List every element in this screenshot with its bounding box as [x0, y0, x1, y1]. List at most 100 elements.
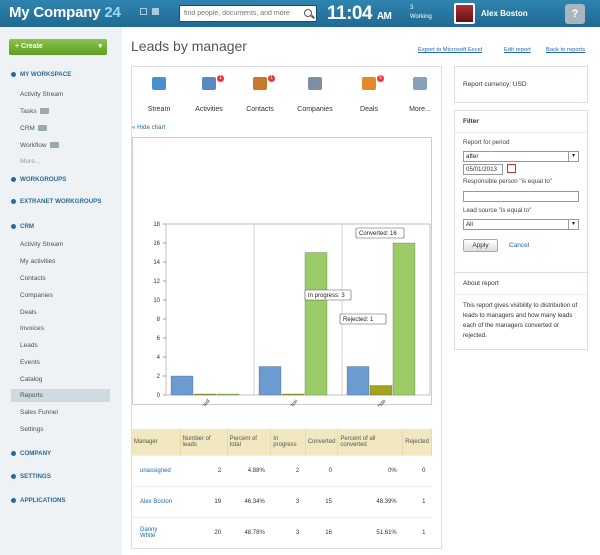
section-applications[interactable]: APPLICATIONS	[11, 497, 66, 504]
sidebar-item-deals[interactable]: Deals	[20, 309, 37, 316]
company-logo[interactable]: My Company 24	[9, 4, 121, 21]
counter-badge	[49, 142, 59, 149]
source-label: Lead source "is equal to"	[463, 207, 532, 214]
top-bar: My Company 24 11:04 AM 3 Working Alex Bos…	[0, 0, 600, 27]
tab-companies[interactable]: Companies	[291, 77, 339, 115]
manager-link[interactable]: Danny White	[132, 516, 181, 548]
cancel-link[interactable]: Cancel	[509, 242, 530, 249]
sidebar-item-label: Workflow	[20, 142, 47, 149]
sidebar-item-activity-stream[interactable]: Activity Stream	[20, 91, 64, 98]
edit-report-link[interactable]: Edit report	[504, 47, 531, 53]
column-header[interactable]: Percent of all converted	[337, 429, 404, 455]
user-name[interactable]: Alex Boston	[481, 9, 528, 18]
responsible-label: Responsible person "is equal to"	[463, 178, 553, 185]
source-select[interactable]: All ▾	[463, 219, 579, 230]
chart: 0 2 4 6 8 10 12 14 16 18 unassigned Alex Boston Dann…	[132, 137, 432, 406]
sidebar-item-workflow[interactable]: Workflow	[20, 142, 59, 149]
help-icon[interactable]: ?	[565, 4, 585, 24]
manager-link[interactable]: unassigned	[132, 454, 181, 486]
sidebar-item-contacts[interactable]: Contacts	[20, 275, 46, 282]
calendar-icon[interactable]	[507, 164, 516, 173]
status-text: Working	[410, 14, 432, 20]
y-tick-label: 4	[157, 355, 161, 361]
tab-stream[interactable]: Stream	[135, 77, 183, 115]
sidebar-item-sales-funnel[interactable]: Sales Funnel	[20, 409, 58, 416]
search-box[interactable]	[179, 5, 317, 22]
tab-deals[interactable]: 5 Deals	[345, 75, 393, 115]
export-excel-link[interactable]: Export to Microsoft Excel	[418, 47, 483, 53]
table-cell: 46.34%	[227, 485, 271, 517]
column-header[interactable]: In progress	[270, 429, 306, 455]
tooltip-label: In progress: 3	[308, 293, 345, 299]
table-cell: 51.61%	[337, 516, 403, 548]
manager-link[interactable]: Alex Boston	[132, 485, 181, 517]
section-extranet[interactable]: EXTRANET WORKGROUPS	[11, 198, 101, 205]
section-crm[interactable]: CRM	[11, 223, 34, 230]
chevron-down-icon: ▾	[568, 152, 578, 161]
sidebar-item-crm[interactable]: CRM	[20, 125, 47, 132]
tab-more[interactable]: More...	[396, 77, 444, 115]
table-cell: 0%	[337, 454, 403, 486]
sidebar-item-invoices[interactable]: Invoices	[20, 325, 44, 332]
table-cell: 2	[270, 454, 306, 486]
search-icon[interactable]	[304, 9, 312, 17]
search-input[interactable]	[180, 6, 298, 21]
work-status[interactable]: 3 Working	[410, 4, 432, 22]
tab-label: Companies	[297, 106, 333, 113]
clock[interactable]: 11:04 AM	[327, 3, 392, 25]
table-row: unassigned 2 4.88% 2 0 0% 0	[132, 454, 432, 486]
section-settings[interactable]: SETTINGS	[11, 473, 51, 480]
y-tick-label: 12	[153, 279, 160, 285]
clock-time: 11:04	[327, 3, 373, 24]
chart-svg: 0 2 4 6 8 10 12 14 16 18 unassigned Alex Boston Dann…	[153, 222, 431, 406]
tab-contacts[interactable]: 1 Contacts	[236, 75, 284, 115]
sidebar-item-crm-activity[interactable]: Activity Stream	[20, 241, 64, 248]
table-cell: 3	[270, 516, 306, 548]
bar-in-progress	[258, 366, 282, 396]
avatar[interactable]	[454, 3, 475, 24]
sidebar-item-events[interactable]: Events	[20, 359, 40, 366]
theme-switch-icon[interactable]	[140, 8, 168, 18]
create-button[interactable]: + Create	[9, 39, 107, 55]
tab-activities[interactable]: 1 Activities	[185, 75, 233, 115]
tooltip-box	[339, 313, 387, 325]
column-header[interactable]: Rejected	[402, 429, 432, 455]
y-tick-label: 0	[157, 393, 161, 399]
sidebar-item-reports[interactable]: Reports	[20, 392, 43, 399]
companies-icon	[308, 77, 322, 90]
sidebar-item-label: Tasks	[20, 108, 37, 115]
logo-text: My Company	[9, 4, 101, 21]
period-select[interactable]: after ▾	[463, 151, 579, 162]
responsible-input[interactable]	[463, 191, 579, 202]
hide-chart-link[interactable]: « Hide chart	[132, 124, 166, 131]
counter-badge	[39, 108, 49, 115]
stream-icon	[152, 77, 166, 90]
column-header[interactable]: Manager	[132, 429, 181, 455]
section-my-workspace[interactable]: MY WORKSPACE	[11, 71, 71, 78]
section-company[interactable]: COMPANY	[11, 450, 51, 457]
sidebar-item-leads[interactable]: Leads	[20, 342, 38, 349]
y-tick-label: 6	[157, 336, 161, 342]
sidebar-item-tasks[interactable]: Tasks	[20, 108, 49, 115]
column-header[interactable]: Number of leads	[180, 429, 228, 455]
back-to-reports-link[interactable]: Back to reports	[546, 47, 585, 53]
sidebar-item-my-activities[interactable]: My activities	[20, 258, 56, 265]
table-body: unassigned 2 4.88% 2 0 0% 0 Alex Boston 19 46.34%…	[132, 454, 432, 548]
sidebar-item-companies[interactable]: Companies	[20, 292, 53, 299]
sidebar-item-settings[interactable]: Settings	[20, 426, 44, 433]
sidebar-item-catalog[interactable]: Catalog	[20, 376, 43, 383]
apply-button[interactable]: Apply	[463, 239, 498, 252]
deals-icon	[362, 77, 376, 90]
bar-in-progress	[170, 375, 194, 396]
counter-badge	[37, 125, 47, 132]
table-row: Alex Boston 19 46.34% 3 15 48.39% 1	[132, 485, 432, 517]
column-header[interactable]: Converted	[305, 429, 339, 455]
column-header[interactable]: Percent of total	[227, 429, 272, 455]
table-cell: 0	[402, 454, 432, 486]
bar-in-progress	[346, 366, 370, 396]
date-input[interactable]: 05/01/2013	[463, 164, 503, 175]
bar-converted	[304, 252, 328, 396]
table-cell: 48.39%	[337, 485, 403, 517]
section-workgroups[interactable]: WORKGROUPS	[11, 176, 66, 183]
sidebar-more[interactable]: More...	[20, 158, 41, 165]
